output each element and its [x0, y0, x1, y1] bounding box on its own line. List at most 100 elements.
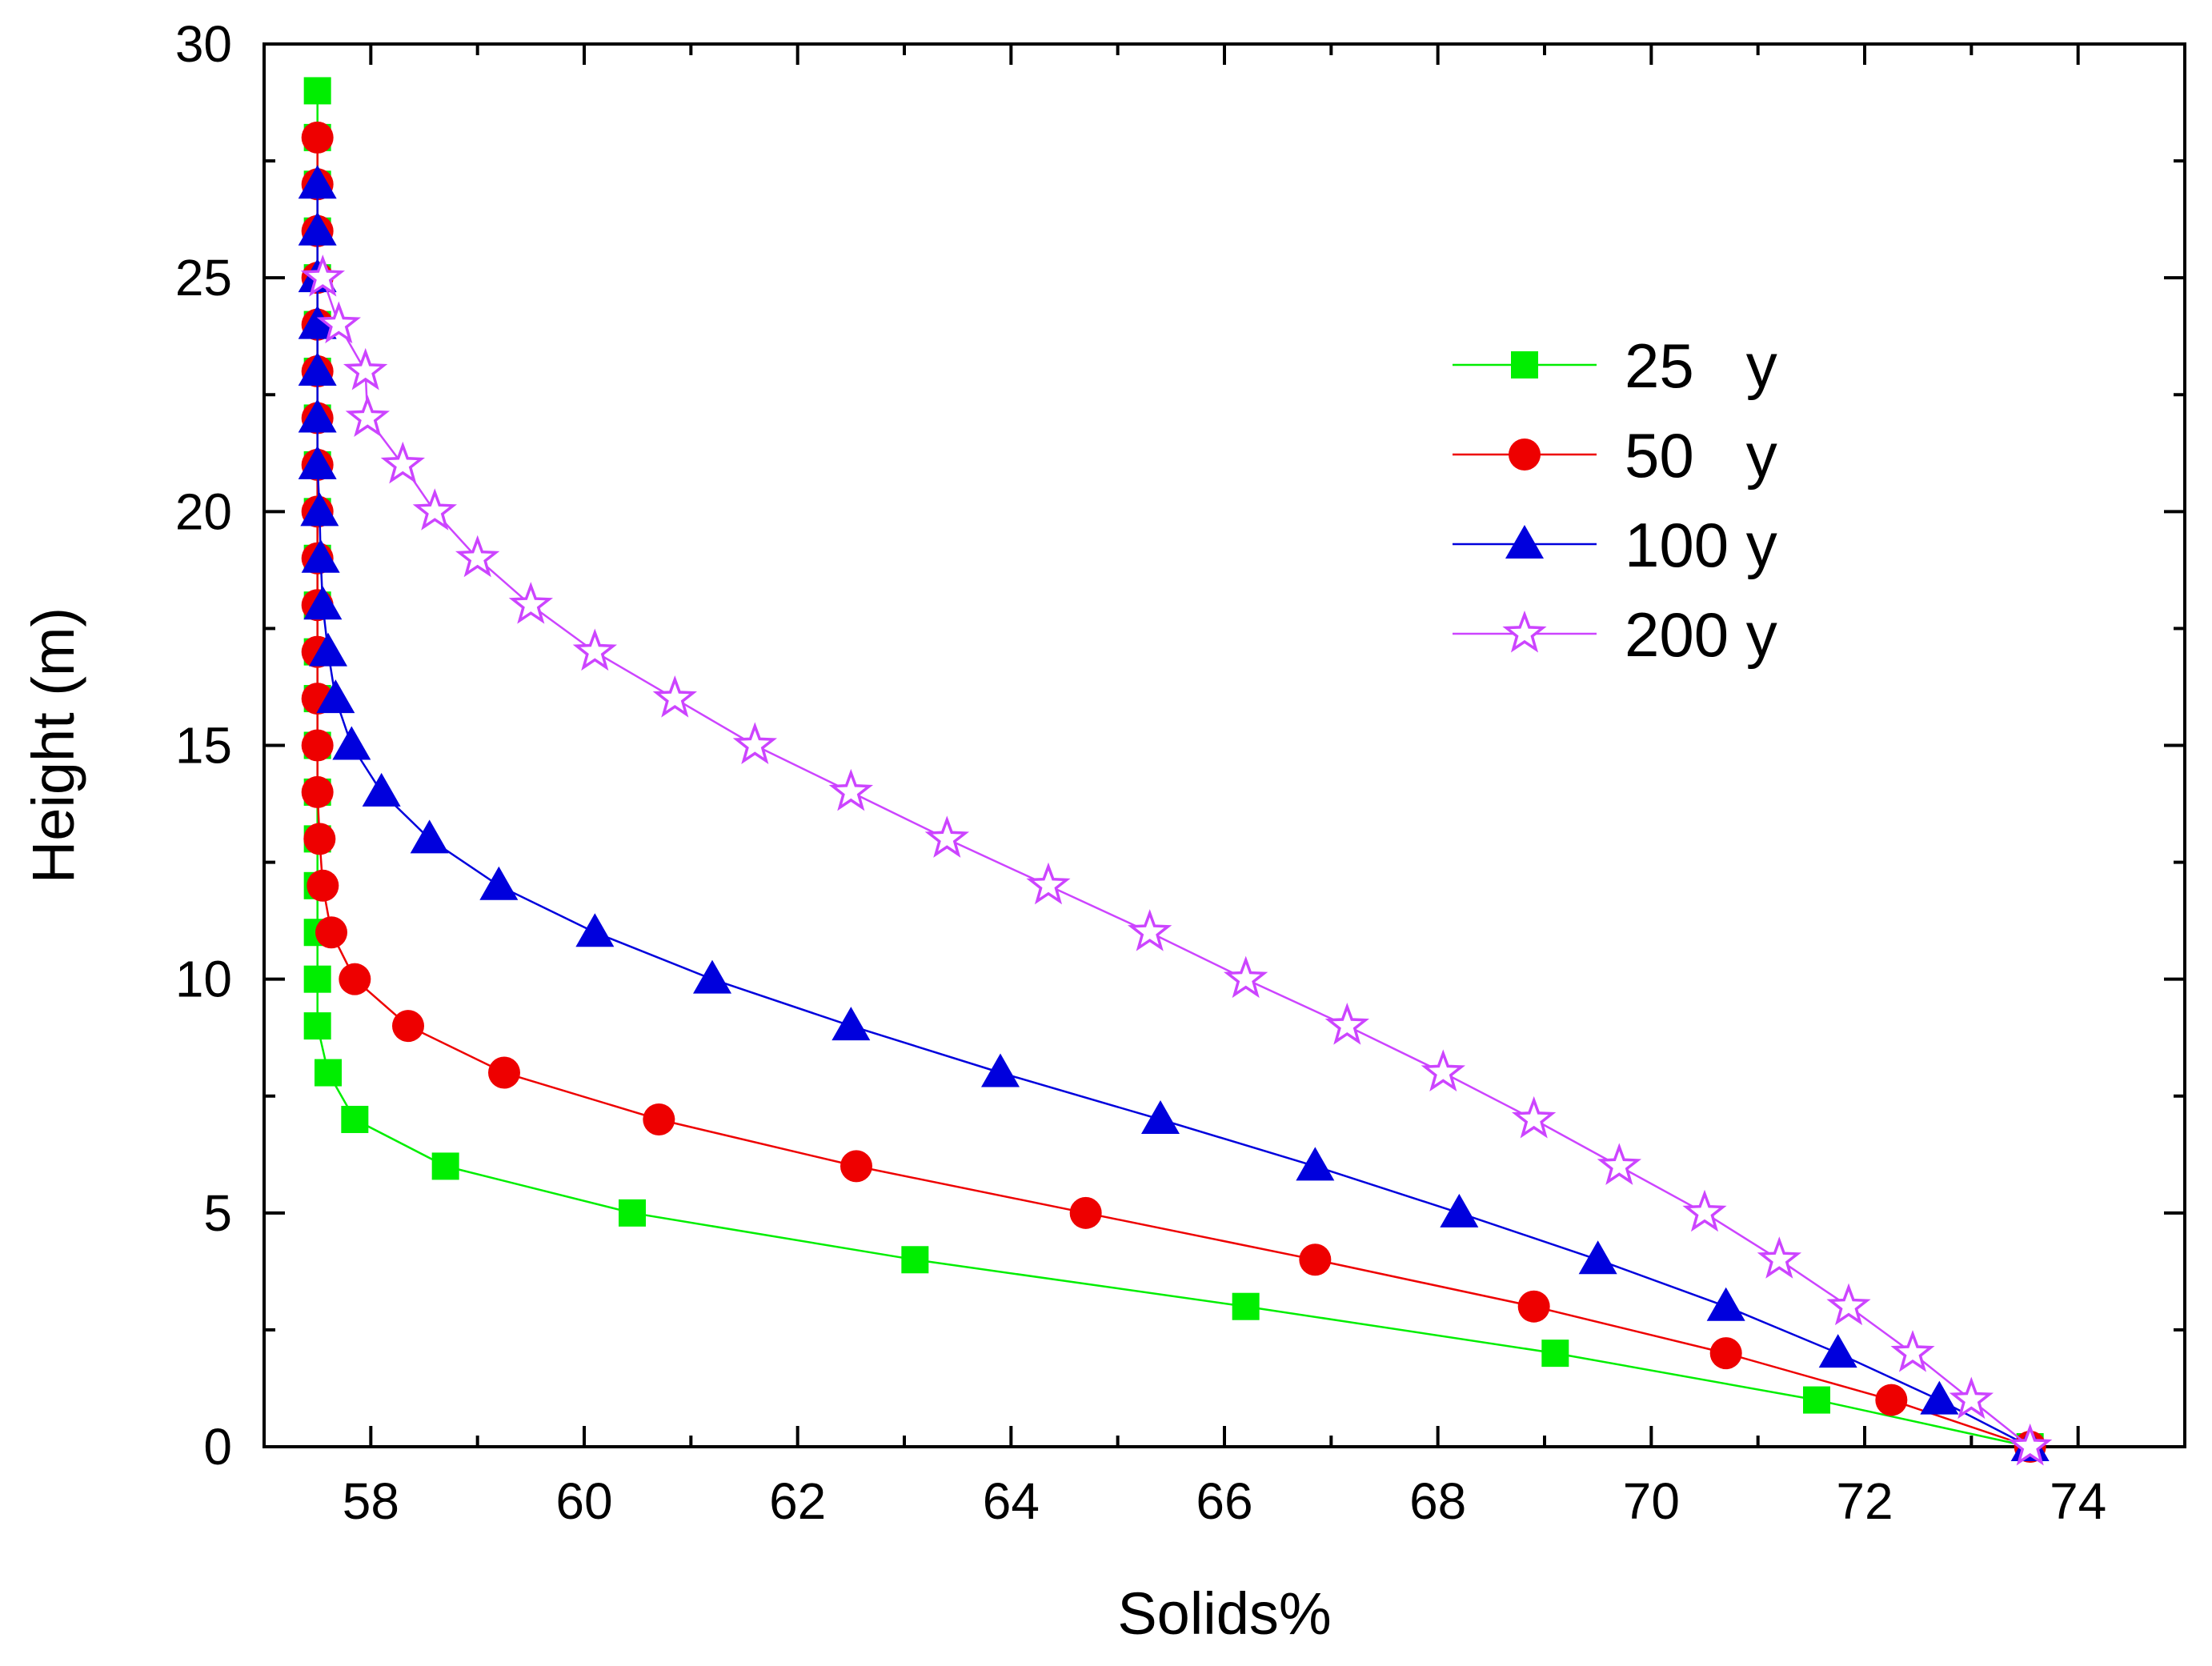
- y-tick-label: 0: [203, 1418, 232, 1476]
- data-point: [1517, 1290, 1550, 1323]
- x-tick-label: 72: [1836, 1472, 1893, 1530]
- data-point: [1223, 955, 1268, 999]
- data-point: [316, 679, 355, 714]
- data-point: [431, 1152, 459, 1180]
- x-tick-label: 64: [983, 1472, 1040, 1530]
- data-point: [301, 729, 334, 762]
- data-point: [575, 913, 615, 947]
- data-point: [1890, 1330, 1935, 1372]
- data-point: [1826, 1283, 1871, 1326]
- data-point: [303, 823, 336, 855]
- data-point: [981, 1053, 1020, 1087]
- data-point: [307, 869, 339, 902]
- data-point: [1709, 1337, 1742, 1370]
- data-point: [298, 165, 337, 199]
- data-point: [572, 628, 618, 671]
- data-point: [924, 815, 970, 858]
- data-point: [2007, 1423, 2053, 1466]
- data-point: [508, 582, 554, 624]
- legend-label: 50 y: [1625, 420, 1777, 491]
- data-point: [1757, 1236, 1802, 1279]
- data-point: [298, 211, 337, 246]
- data-point: [1440, 1193, 1479, 1227]
- x-axis-title: Solids%: [1117, 1580, 1331, 1647]
- data-point: [643, 1103, 675, 1135]
- data-point: [1578, 1240, 1617, 1275]
- data-point: [303, 77, 331, 105]
- axes-layer: 58 60 62 64 66 68 70 72 74 0 5 10 15 20 25 30: [175, 15, 2186, 1530]
- data-point: [1299, 1243, 1332, 1276]
- series-line: [316, 184, 2031, 1448]
- data-point: [1875, 1384, 1908, 1416]
- x-tick-label: 68: [1409, 1472, 1466, 1530]
- x-tick-label: 58: [343, 1472, 399, 1530]
- data-point: [315, 1059, 342, 1087]
- data-point: [315, 916, 347, 949]
- data-point: [732, 722, 778, 764]
- legend-marker: [1505, 525, 1544, 559]
- data-point: [455, 535, 500, 578]
- data-point: [316, 301, 362, 344]
- data-point: [345, 394, 391, 437]
- data-point: [1324, 1003, 1370, 1045]
- data-point: [343, 347, 388, 390]
- data-point: [303, 1012, 331, 1040]
- legend-label: 100 y: [1625, 510, 1777, 580]
- legend-item: 25 y: [1453, 330, 1777, 401]
- data-point: [298, 445, 337, 479]
- data-point: [1141, 1099, 1180, 1134]
- data-point: [828, 768, 874, 811]
- data-point: [410, 819, 449, 854]
- data-point: [1597, 1143, 1642, 1185]
- data-point: [301, 775, 334, 808]
- data-point: [298, 305, 337, 339]
- data-point: [901, 1246, 929, 1274]
- legend-item: 50 y: [1453, 420, 1777, 491]
- data-point: [412, 488, 458, 531]
- legend-item: 100 y: [1453, 510, 1777, 580]
- data-point: [1511, 1095, 1557, 1139]
- data-point: [301, 539, 340, 573]
- data-point: [1949, 1376, 1994, 1420]
- y-tick-label: 5: [203, 1184, 232, 1242]
- data-point: [1706, 1287, 1745, 1321]
- y-tick-label: 10: [175, 951, 232, 1008]
- legend-label: 25 y: [1625, 330, 1777, 401]
- legend: 25 y 50 y 100 y 200 y: [1453, 330, 1777, 670]
- data-point: [840, 1150, 872, 1183]
- data-point: [339, 963, 371, 995]
- data-point: [301, 121, 334, 154]
- series-layer: [298, 77, 2053, 1466]
- legend-marker: [1511, 351, 1538, 378]
- legend-item: 200 y: [1453, 599, 1777, 670]
- data-point: [1803, 1386, 1830, 1414]
- data-point: [298, 352, 337, 386]
- y-tick-label: 20: [175, 483, 232, 540]
- data-point: [300, 254, 346, 297]
- data-point: [303, 586, 343, 620]
- y-tick-label: 30: [175, 15, 232, 73]
- x-tick-label: 60: [555, 1472, 612, 1530]
- data-point: [309, 632, 347, 667]
- legend-label: 200 y: [1625, 599, 1777, 670]
- x-tick-label: 70: [1623, 1472, 1680, 1530]
- data-point: [392, 1010, 424, 1043]
- x-tick-label: 62: [769, 1472, 826, 1530]
- data-point: [341, 1105, 369, 1133]
- data-point: [298, 398, 337, 433]
- data-point: [300, 492, 339, 527]
- data-point: [488, 1056, 520, 1089]
- data-point: [362, 772, 401, 807]
- y-tick-label: 25: [175, 249, 232, 306]
- data-point: [303, 965, 331, 993]
- legend-marker: [1509, 439, 1541, 471]
- data-point: [1541, 1340, 1569, 1368]
- data-point: [693, 959, 731, 994]
- y-tick-label: 15: [175, 717, 232, 775]
- data-point: [1127, 909, 1172, 951]
- data-point: [332, 726, 371, 760]
- data-point: [619, 1199, 646, 1227]
